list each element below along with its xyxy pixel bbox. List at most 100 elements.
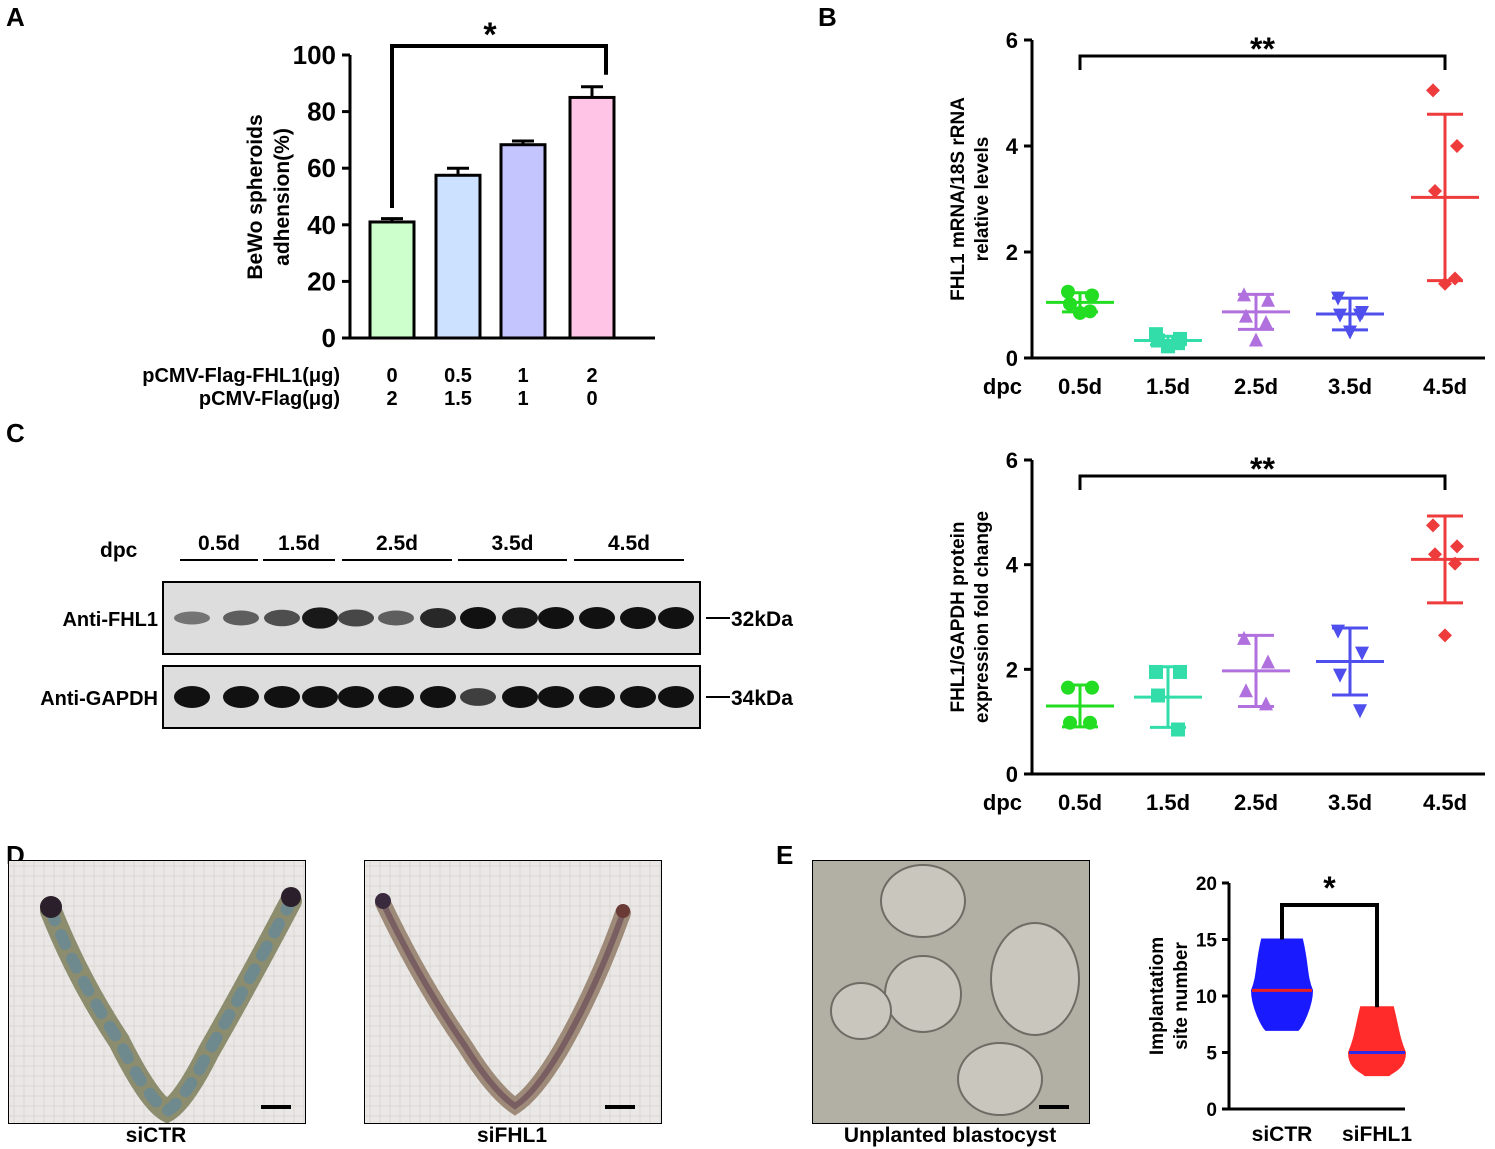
y-axis-label: FHL1 mRNA/18S rRNA relative levels: [948, 97, 993, 301]
data-point: [1426, 83, 1440, 98]
uterus-photo-sictr: [8, 860, 306, 1124]
blot-band: [264, 686, 300, 708]
bar: [434, 173, 482, 340]
data-point: [1353, 308, 1367, 323]
data-point: [1061, 680, 1075, 695]
y-tick-label: 15: [1196, 931, 1218, 952]
x-tick-label-row1: 0: [386, 365, 397, 387]
data-point: [1171, 722, 1185, 737]
blot-group-label: 1.5d: [278, 532, 320, 555]
blot-size-label: 32kDa: [731, 608, 793, 631]
data-point: [1353, 704, 1367, 719]
scale-bar: [261, 1105, 291, 1109]
blastocyst-micrograph-image: [813, 861, 1089, 1123]
blot-band: [579, 686, 615, 708]
bar: [499, 143, 547, 340]
data-point: [1237, 630, 1251, 645]
x-prefix-label: dpc: [983, 374, 1022, 399]
data-point: [1063, 296, 1077, 311]
blot-band: [378, 686, 414, 708]
violin-body: [1250, 938, 1314, 1031]
blot-band: [338, 609, 374, 627]
panel-label-c: C: [6, 418, 25, 448]
x-tick-label-row2: 2: [386, 388, 397, 410]
data-point: [1450, 539, 1464, 554]
y-tick-label: 20: [307, 266, 336, 296]
y-tick-label: 6: [1006, 448, 1018, 473]
data-point: [1239, 308, 1253, 323]
blot-band: [620, 607, 656, 629]
y-tick-label: 2: [1006, 657, 1018, 682]
blot-band: [264, 609, 300, 627]
y-tick-label: 0: [1206, 1100, 1217, 1121]
data-point: [1237, 287, 1251, 302]
x-tick-label: 1.5d: [1146, 790, 1190, 815]
data-point: [1249, 332, 1263, 347]
panel-label-b: B: [818, 2, 837, 32]
scale-bar: [605, 1105, 635, 1109]
x-tick-label-row1: 2: [586, 365, 597, 387]
blot-band: [658, 686, 694, 708]
y-tick-label: 60: [307, 153, 336, 183]
panel-label-a: A: [6, 2, 25, 32]
blot-band: [502, 686, 538, 708]
x-tick-label: 1.5d: [1146, 374, 1190, 399]
y-tick-label: 5: [1206, 1044, 1217, 1065]
significance-bracket: [1280, 903, 1379, 1008]
data-point: [1343, 325, 1357, 340]
data-point: [1355, 646, 1369, 661]
x-prefix-label: dpc: [983, 790, 1022, 815]
x-tick-label: siCTR: [1252, 1123, 1313, 1146]
x-tick-label: 3.5d: [1328, 790, 1372, 815]
data-point: [1085, 288, 1099, 303]
data-point: [1438, 628, 1452, 643]
blot-group-label: 4.5d: [608, 532, 650, 555]
data-point: [1161, 339, 1175, 354]
data-point: [1149, 664, 1163, 679]
data-point: [1061, 284, 1075, 299]
data-point: [1331, 291, 1345, 306]
x-tick-label: 2.5d: [1234, 374, 1278, 399]
blot-band: [579, 607, 615, 629]
significance-bracket: [1078, 54, 1447, 70]
blot-band: [338, 686, 374, 708]
y-axis-label-line2: site number: [1171, 942, 1192, 1050]
data-point: [1261, 292, 1275, 307]
scale-bar: [1039, 1105, 1069, 1109]
y-axis-label: Implantatiom site number: [1147, 937, 1192, 1055]
x-tick-label-row1: 1: [517, 365, 528, 387]
data-point: [1333, 668, 1347, 683]
x-tick-label-row2: 1: [517, 388, 528, 410]
blot-band: [620, 686, 656, 708]
data-point: [1239, 683, 1253, 698]
y-tick-label: 20: [1196, 874, 1217, 895]
y-tick-label: 4: [1006, 553, 1019, 578]
blot-row-label: Anti-GAPDH: [40, 688, 158, 710]
y-axis-label: BeWo spheroids adhension(%): [244, 114, 294, 279]
blot-band: [302, 607, 338, 629]
data-point: [1333, 308, 1347, 323]
x-tick-label: 0.5d: [1058, 790, 1102, 815]
blot-band: [420, 608, 456, 628]
blot-dpc-label: dpc: [100, 539, 138, 562]
significance-stars: **: [1250, 451, 1275, 487]
y-tick-label: 0: [1006, 346, 1018, 371]
bar: [568, 95, 616, 340]
data-point: [1151, 688, 1165, 703]
y-axis-label-line1: FHL1/GAPDH protein: [948, 521, 969, 712]
blot-band: [302, 686, 338, 708]
x-tick-label-row1: 0.5: [444, 365, 472, 387]
blot-band: [460, 688, 496, 706]
y-axis-label-line2: adhension(%): [271, 128, 294, 266]
blot-band: [174, 611, 210, 625]
caption-sictr: siCTR: [125, 1124, 187, 1147]
blot-band: [378, 610, 414, 626]
row-label-2: pCMV-Flag(μg): [199, 388, 340, 410]
data-point: [1448, 271, 1462, 286]
x-tick-label: siFHL1: [1342, 1123, 1412, 1146]
data-point: [1448, 556, 1462, 571]
blot-band: [502, 607, 538, 629]
scatter-chart-protein: 0 2 4 6 FHL1/GAPDH protein expression fold ch…: [948, 448, 1485, 815]
blot-band: [420, 686, 456, 708]
